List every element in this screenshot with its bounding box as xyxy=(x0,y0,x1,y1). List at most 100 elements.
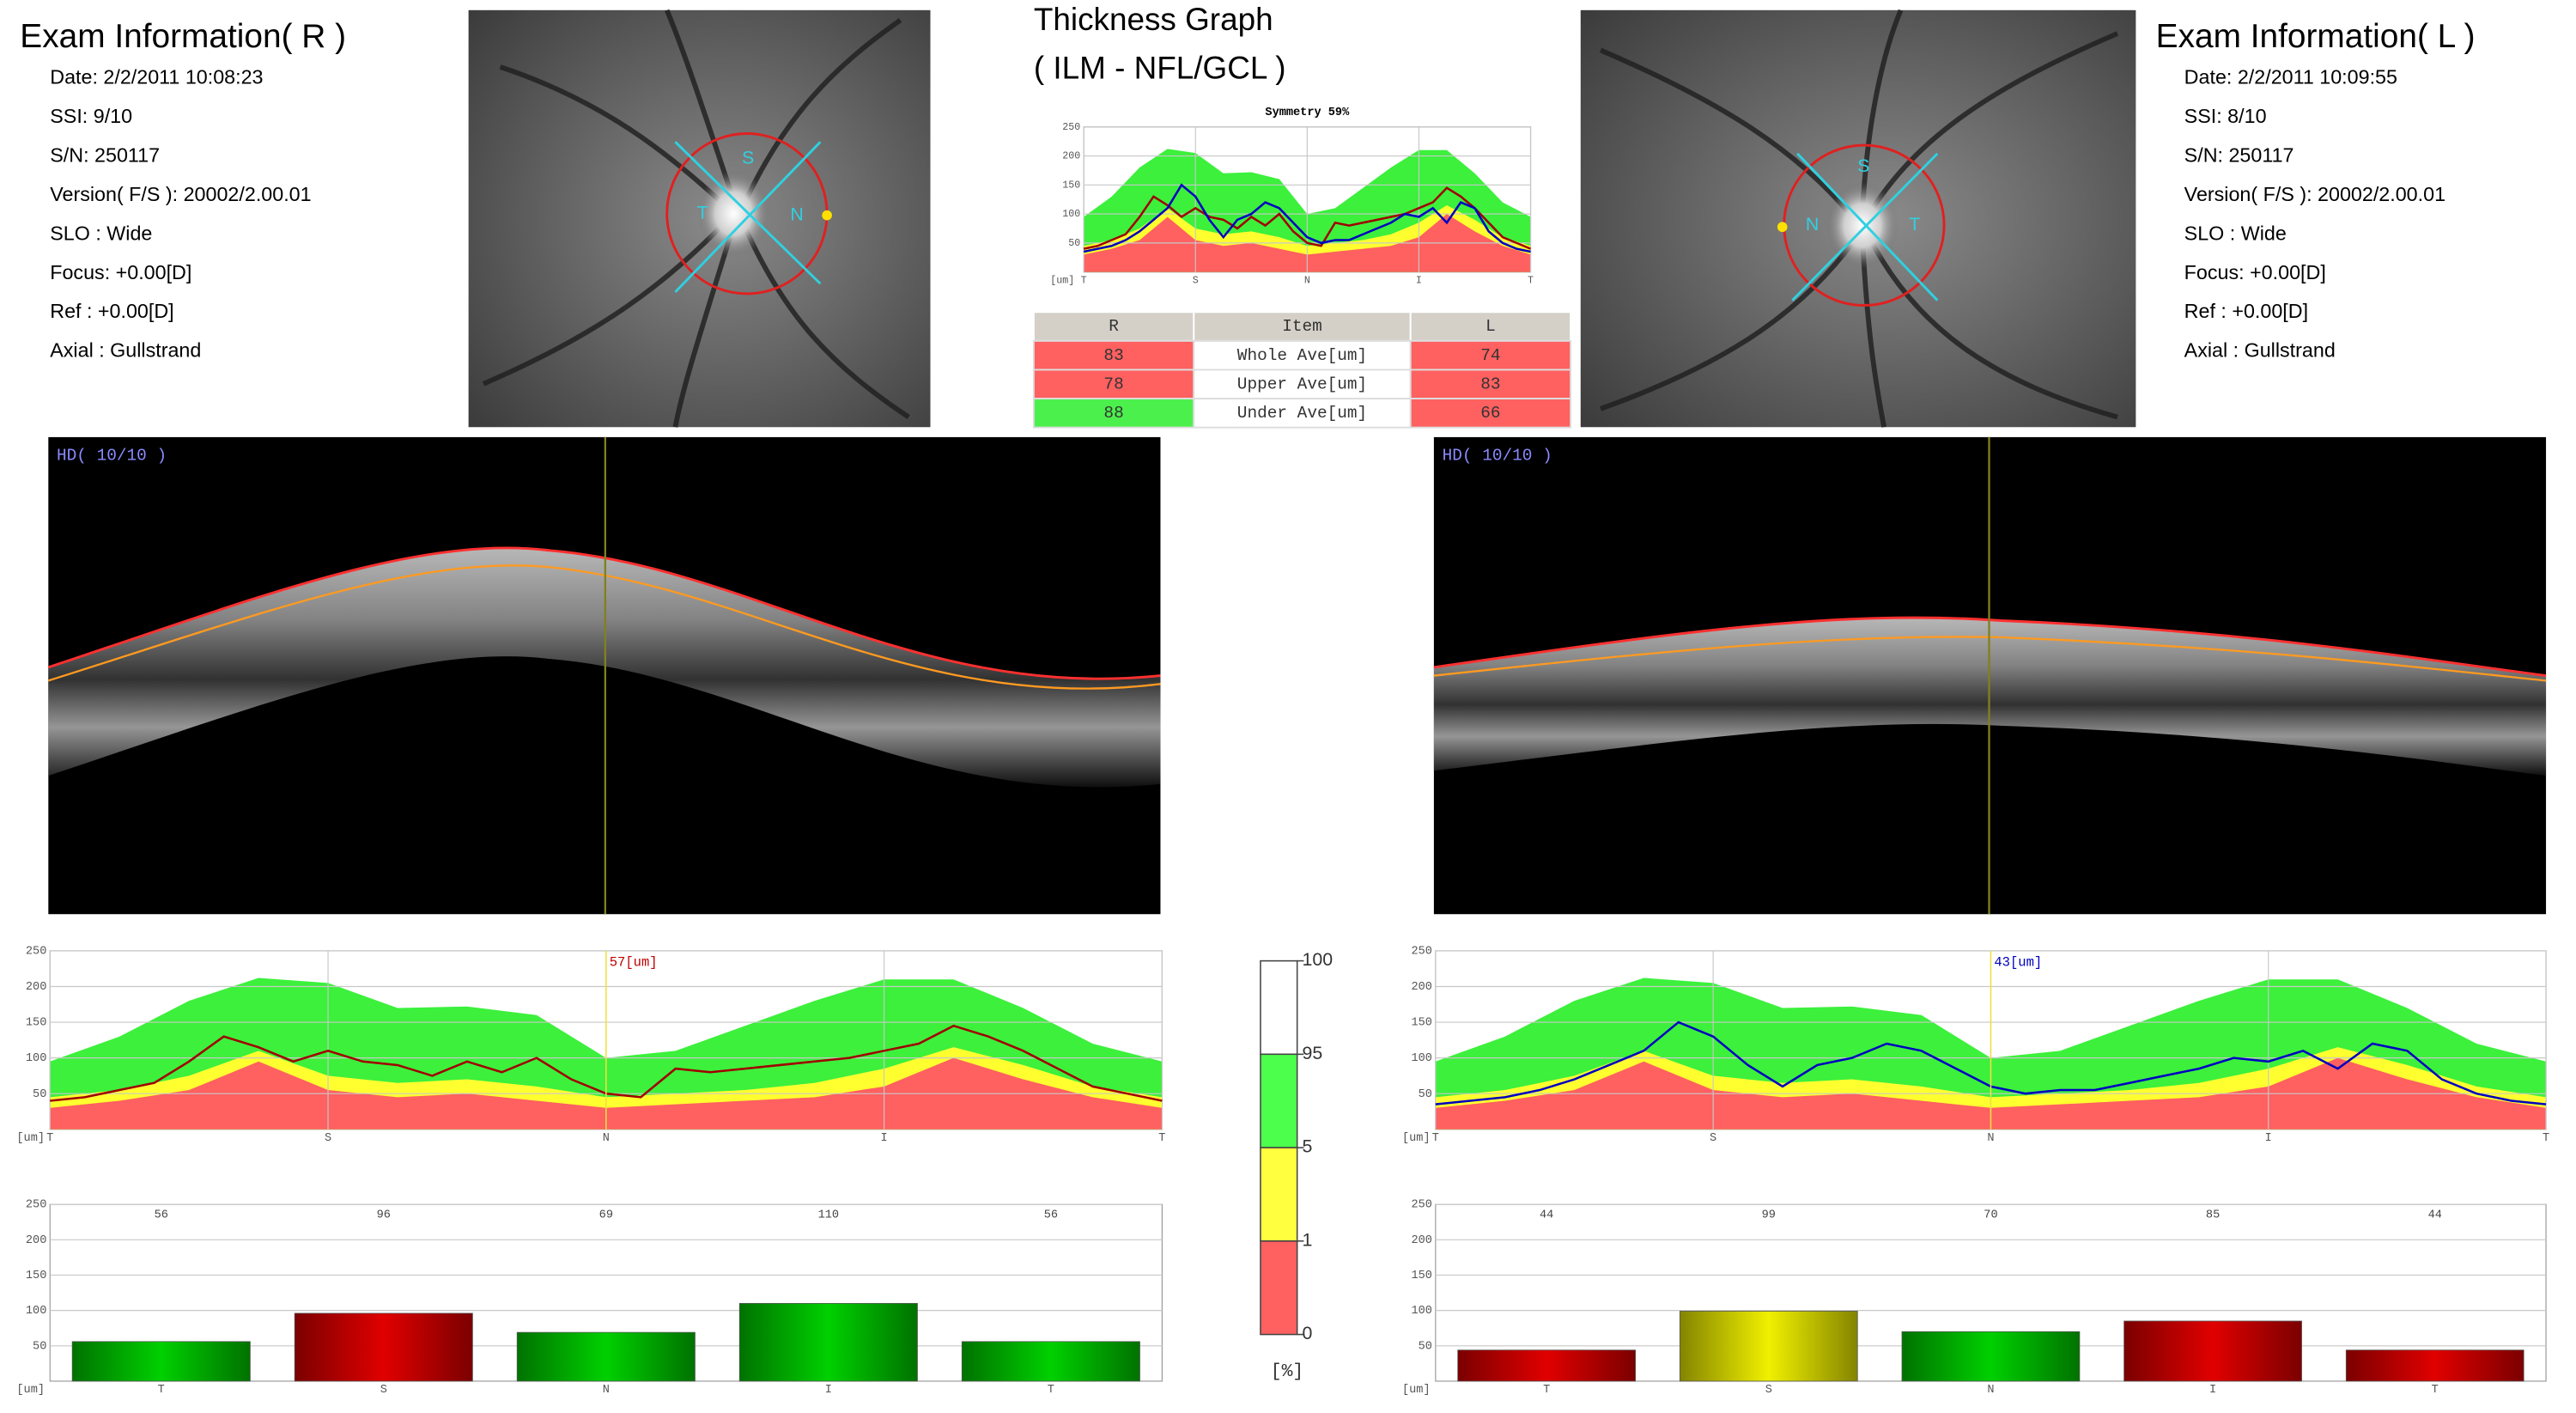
table-cell xyxy=(1409,398,1572,429)
table-text: 83 xyxy=(1480,375,1500,393)
table-text: 66 xyxy=(1480,404,1500,423)
scale-label: 95 xyxy=(1303,1043,1323,1063)
start-marker xyxy=(1777,222,1788,233)
nfl-line xyxy=(1433,636,2547,682)
exam-field: Focus: +0.00[D] xyxy=(2184,261,2326,283)
sector-line xyxy=(1791,152,1939,301)
x-tick-label: S xyxy=(1710,1132,1716,1145)
value-label: 70 xyxy=(1984,1209,1997,1221)
x-tick-label: T xyxy=(158,1384,165,1397)
x-tick-label: T xyxy=(1543,1384,1550,1397)
table-text: Under Ave[um] xyxy=(1237,404,1367,423)
scale-label: 5 xyxy=(1303,1136,1313,1157)
graph-subtitle: ( ILM - NFL/GCL ) xyxy=(1034,50,1286,85)
nfl-line xyxy=(47,564,1161,690)
y-tick-label: 150 xyxy=(1062,180,1080,191)
exam-title: Exam Information( L ) xyxy=(2156,18,2476,55)
x-tick-label: S xyxy=(325,1132,331,1145)
scale-unit: [%] xyxy=(1271,1361,1303,1382)
sector-label: N xyxy=(790,204,803,224)
bar xyxy=(961,1341,1140,1382)
x-tick-label: I xyxy=(2209,1384,2216,1397)
sector-label: N xyxy=(1806,214,1819,234)
exam-field: SLO : Wide xyxy=(2184,222,2287,244)
table-text: 88 xyxy=(1103,404,1123,423)
table-header-cell xyxy=(1409,311,1572,342)
sector-label: T xyxy=(697,202,708,222)
y-tick-label: 250 xyxy=(1412,1199,1432,1212)
exam-field: Version( F/S ): 20002/2.00.01 xyxy=(50,183,311,205)
sector-label: S xyxy=(1857,155,1869,176)
exam-field: Ref : +0.00[D] xyxy=(2184,300,2308,322)
cursor-label: 57[um] xyxy=(610,955,658,971)
y-unit: [um] xyxy=(1402,1132,1431,1145)
y-tick-label: 100 xyxy=(1412,1052,1432,1065)
sector-line xyxy=(674,141,822,285)
exam-field: SSI: 8/10 xyxy=(2184,105,2267,127)
x-tick-label: I xyxy=(881,1132,888,1145)
y-tick-label: 150 xyxy=(1412,1017,1432,1030)
x-tick-label: T xyxy=(1158,1132,1165,1145)
y-tick-label: 250 xyxy=(1412,946,1432,959)
table-cell xyxy=(1409,368,1572,400)
y-tick-label: 50 xyxy=(1419,1088,1432,1101)
thickness-line xyxy=(1083,183,1531,253)
scale-segment xyxy=(1260,1147,1298,1242)
y-tick-label: 150 xyxy=(26,1270,46,1282)
x-tick-label: T xyxy=(2432,1384,2439,1397)
exam-title: Exam Information( R ) xyxy=(20,18,346,55)
table-text: Whole Ave[um] xyxy=(1237,346,1367,365)
y-tick-label: 50 xyxy=(33,1340,46,1353)
y-unit: [um] xyxy=(16,1384,45,1397)
bscan-left: HD( 10/10 ) xyxy=(1433,436,2547,915)
bscan-right: HD( 10/10 ) xyxy=(47,436,1161,915)
table-header-cell xyxy=(1193,311,1412,342)
y-tick-label: 100 xyxy=(1412,1305,1432,1318)
y-tick-label: 200 xyxy=(1412,981,1432,994)
x-tick-label: T xyxy=(1081,275,1087,286)
exam-field: SSI: 9/10 xyxy=(50,105,132,127)
table-text: 74 xyxy=(1480,346,1500,365)
y-unit: [um] xyxy=(1050,275,1074,286)
table-cell xyxy=(1193,398,1412,429)
exam-field: Axial : Gullstrand xyxy=(50,339,201,362)
exam-field: Axial : Gullstrand xyxy=(2184,339,2336,362)
value-label: 110 xyxy=(818,1209,839,1221)
start-marker xyxy=(822,210,832,221)
fundus-left: N S T xyxy=(1580,9,2136,428)
x-tick-label: S xyxy=(1765,1384,1772,1397)
y-tick-label: 50 xyxy=(1419,1340,1432,1353)
value-label: 44 xyxy=(1540,1209,1553,1221)
exam-field: S/N: 250117 xyxy=(2184,143,2294,166)
value-label: 69 xyxy=(599,1209,613,1221)
value-label: 44 xyxy=(2428,1209,2442,1221)
quality-label: HD( 10/10 ) xyxy=(57,446,167,465)
chart-title: Symmetry 59% xyxy=(1265,107,1350,119)
y-tick-label: 250 xyxy=(26,1199,46,1212)
ilm-line xyxy=(47,546,1161,680)
x-tick-label: I xyxy=(825,1384,832,1397)
optic-disc xyxy=(696,170,771,258)
exam-field: Version( F/S ): 20002/2.00.01 xyxy=(2184,183,2445,205)
bar xyxy=(738,1302,918,1382)
bar xyxy=(516,1331,696,1382)
y-tick-label: 100 xyxy=(1062,209,1080,220)
x-tick-label: T xyxy=(46,1132,53,1145)
x-tick-label: S xyxy=(380,1384,387,1397)
y-tick-label: 250 xyxy=(26,946,46,959)
ilm-line xyxy=(1433,616,2547,678)
x-tick-label: I xyxy=(1416,275,1422,286)
exam-field: Focus: +0.00[D] xyxy=(50,261,191,283)
y-tick-label: 100 xyxy=(26,1305,46,1318)
value-label: 99 xyxy=(1762,1209,1776,1221)
table-text: 78 xyxy=(1103,375,1123,393)
table-header: R xyxy=(1109,317,1119,336)
bar xyxy=(2345,1349,2524,1382)
y-tick-label: 50 xyxy=(1068,238,1080,249)
scale-segment xyxy=(1260,1240,1298,1336)
fundus-right: T S N xyxy=(468,9,931,428)
x-tick-label: S xyxy=(1193,275,1199,286)
sector-label: T xyxy=(1909,214,1920,234)
thickness-line xyxy=(1083,186,1532,250)
